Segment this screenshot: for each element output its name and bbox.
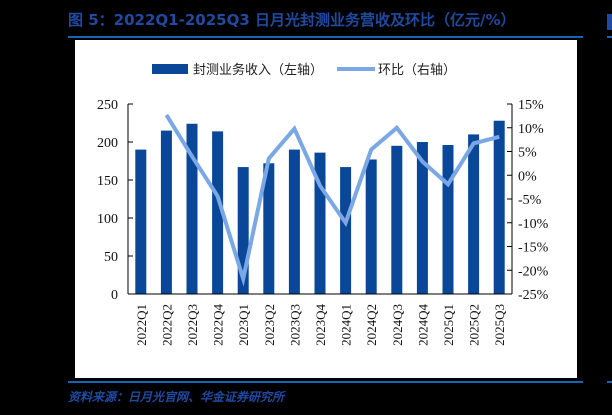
left-tick-label: 50 — [104, 250, 118, 265]
x-tick-label: 2024Q3 — [390, 304, 405, 346]
bar — [212, 131, 224, 294]
left-tick-label: 0 — [111, 288, 118, 303]
bar — [365, 159, 377, 294]
legend-line-label: 环比（右轴） — [378, 62, 456, 77]
x-tick-label: 2022Q3 — [185, 304, 200, 346]
chart-panel: 封测业务收入（左轴） 环比（右轴） 0 50 100 150 200 250 15% 10% 5% 0… — [75, 40, 577, 378]
left-tick-label: 100 — [97, 212, 118, 227]
right-tick-label: -20% — [518, 264, 549, 279]
bar — [391, 145, 403, 294]
title-rule — [68, 36, 583, 38]
bar — [186, 123, 198, 294]
bar — [416, 142, 428, 294]
combo-chart: 封测业务收入（左轴） 环比（右轴） 0 50 100 150 200 250 15% 10% 5% 0… — [97, 62, 549, 346]
footer-rule-right — [607, 381, 612, 383]
right-tick-label: -25% — [518, 288, 549, 303]
right-tick-label: -5% — [518, 193, 542, 208]
bar — [288, 149, 300, 294]
x-tick-label: 2024Q4 — [415, 304, 430, 346]
figure-title: 图 5：2022Q1-2025Q3 日月光封测业务营收及环比（亿元/%） — [68, 11, 516, 29]
x-tick-label: 2025Q3 — [492, 304, 507, 346]
x-tick-label: 2023Q1 — [236, 304, 251, 346]
source-note: 资料来源：日月光官网、华金证券研究所 — [68, 390, 285, 404]
bar — [468, 134, 480, 294]
right-tick-label: 0% — [518, 169, 537, 184]
bar — [340, 167, 352, 294]
right-tick-label: 10% — [518, 122, 544, 137]
mom-line — [164, 113, 500, 287]
right-tick-label: -15% — [518, 241, 549, 256]
bar — [493, 120, 505, 294]
x-tick-label: 2023Q3 — [287, 304, 302, 346]
x-tick-label: 2022Q4 — [211, 304, 226, 346]
bar — [135, 149, 147, 294]
left-tick-label: 250 — [97, 98, 118, 113]
legend-bar-swatch — [152, 64, 188, 74]
bar — [442, 145, 454, 294]
adjacent-figure-edge — [607, 14, 612, 30]
x-tick-label: 2025Q2 — [467, 304, 482, 346]
left-tick-label: 200 — [97, 136, 118, 151]
x-tick-label: 2023Q4 — [313, 304, 328, 346]
right-tick-label: 5% — [518, 146, 537, 161]
footer-rule — [68, 381, 583, 383]
left-tick-label: 150 — [97, 174, 118, 189]
title-rule-right — [607, 36, 612, 38]
bar — [237, 167, 249, 294]
x-tick-label: 2024Q2 — [364, 304, 379, 346]
right-tick-label: 15% — [518, 98, 544, 113]
bar — [160, 130, 172, 294]
right-tick-label: -10% — [518, 217, 549, 232]
x-tick-label: 2022Q2 — [159, 304, 174, 346]
x-tick-label: 2025Q1 — [441, 304, 456, 346]
x-tick-label: 2022Q1 — [134, 304, 149, 346]
bar — [314, 152, 326, 294]
bar — [263, 163, 275, 294]
legend-bar-label: 封测业务收入（左轴） — [193, 62, 323, 77]
x-tick-label: 2023Q2 — [262, 304, 277, 346]
x-tick-label: 2024Q1 — [339, 304, 354, 346]
